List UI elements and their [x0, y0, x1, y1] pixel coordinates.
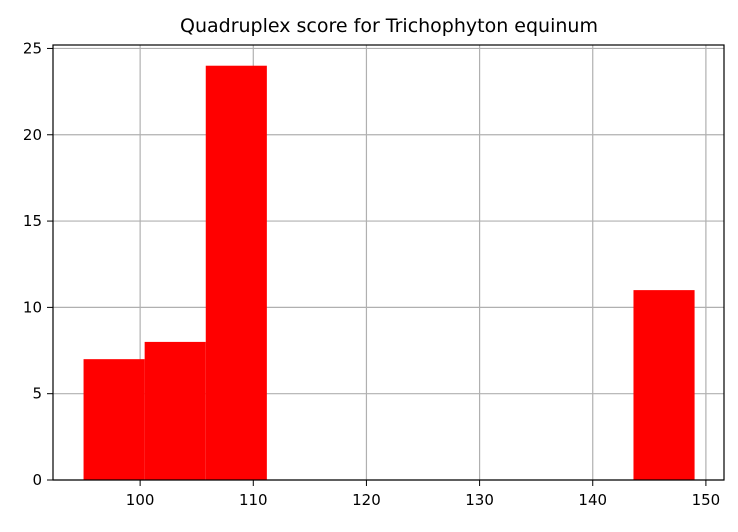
- chart-title: Quadruplex score for Trichophyton equinu…: [180, 15, 598, 37]
- x-tick-label: 120: [352, 491, 381, 509]
- y-tick-label: 15: [23, 212, 42, 230]
- x-tick-label: 130: [465, 491, 494, 509]
- y-tick-label: 10: [23, 298, 42, 316]
- x-tick-label: 140: [578, 491, 607, 509]
- y-tick-label: 25: [23, 39, 42, 57]
- histogram-bar: [205, 65, 267, 480]
- histogram-bar: [83, 359, 145, 480]
- x-tick-label: 100: [126, 491, 155, 509]
- y-tick-label: 20: [23, 126, 42, 144]
- histogram-bar: [633, 290, 695, 480]
- plot-frame: [52, 44, 725, 481]
- y-tick-label: 5: [32, 385, 42, 403]
- x-tick-label: 150: [692, 491, 721, 509]
- y-tick-label: 0: [32, 471, 42, 489]
- ticks-layer: 100 110 120 130 140 150 0 5 10 15 20 25: [23, 39, 720, 509]
- bars-layer: [83, 65, 695, 480]
- x-tick-label: 110: [239, 491, 268, 509]
- histogram-bar: [144, 341, 206, 480]
